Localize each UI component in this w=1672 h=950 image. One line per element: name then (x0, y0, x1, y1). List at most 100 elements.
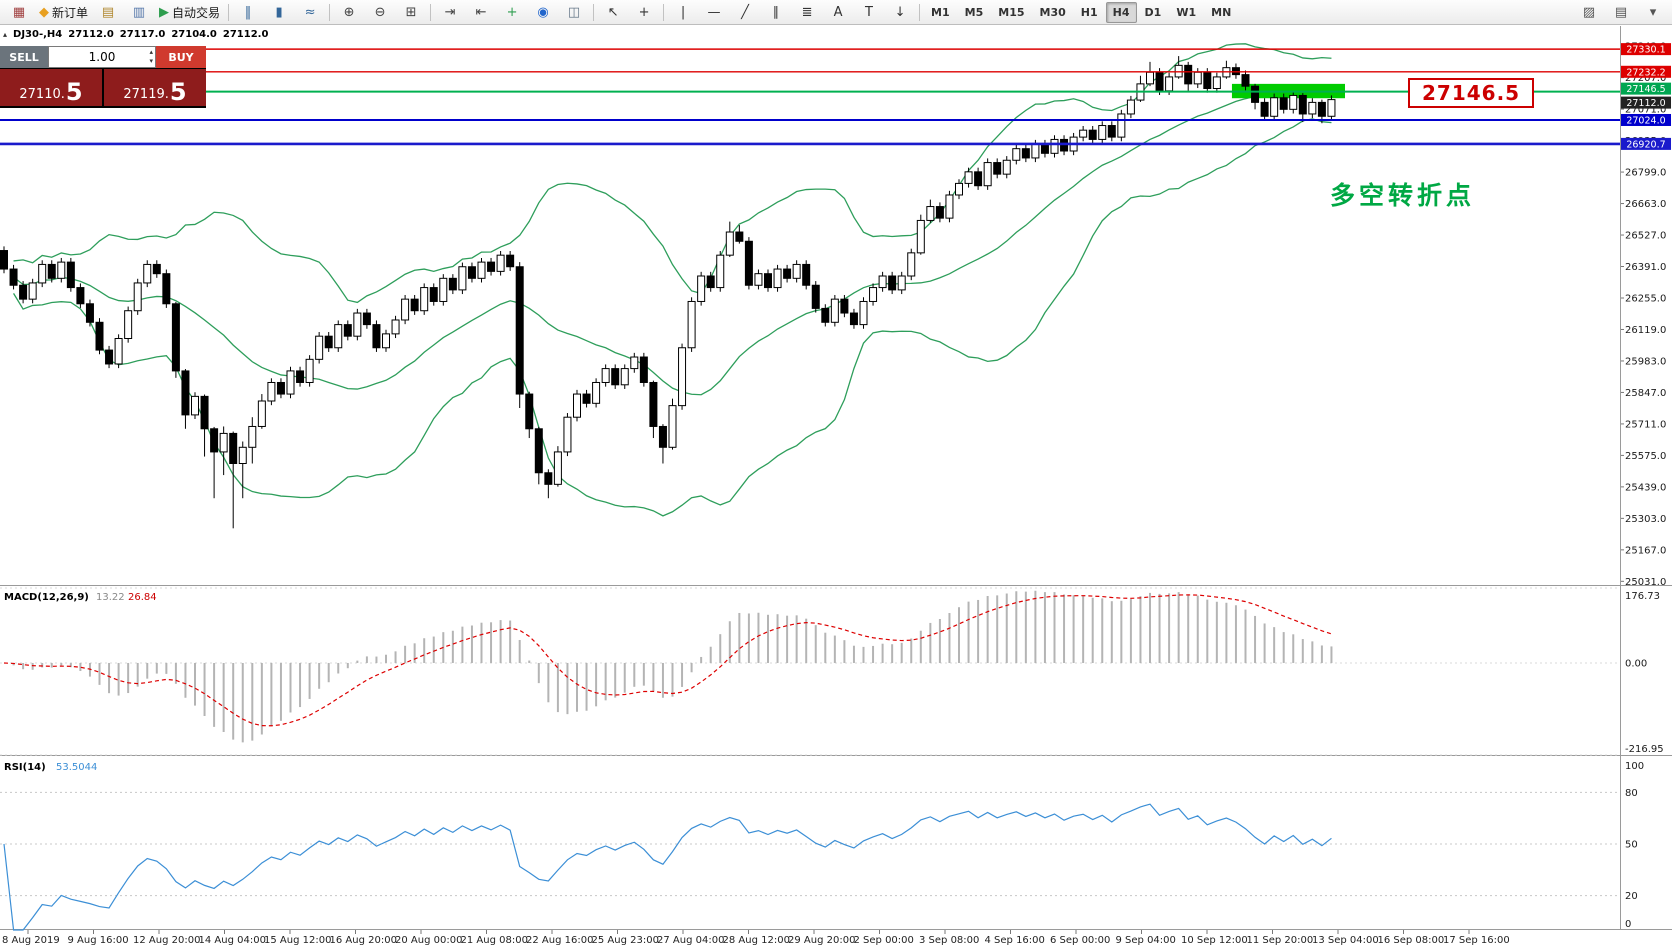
svg-text:17 Sep 16:00: 17 Sep 16:00 (1443, 935, 1510, 946)
price-tag-27112.0 (1621, 96, 1671, 109)
volume-steppers[interactable]: ▴ ▾ (149, 48, 153, 66)
vertical-line-button[interactable]: | (668, 1, 698, 24)
cursor-button[interactable]: ↖ (598, 1, 628, 24)
svg-text:0: 0 (1625, 919, 1631, 930)
add-indicator-icon: + (506, 4, 518, 20)
zoom-in-button[interactable]: ⊕ (334, 1, 364, 24)
symbols-globe-button[interactable]: ◉ (528, 1, 558, 24)
volume-input[interactable]: 1.00 ▴ ▾ (48, 46, 156, 68)
timeframe-h1-button[interactable]: H1 (1080, 5, 1098, 19)
price-tag-26920.7 (1621, 137, 1671, 150)
chart-image-button[interactable]: ◫ (559, 1, 589, 24)
timeframe-mn-button[interactable]: MN (1211, 5, 1232, 19)
svg-text:8 Aug 2019: 8 Aug 2019 (2, 935, 60, 946)
layers-button[interactable]: ▤ (1606, 1, 1636, 24)
volume-down-arrow[interactable]: ▾ (149, 57, 153, 65)
svg-text:25983.0: 25983.0 (1625, 356, 1666, 367)
price-chart[interactable]: 27343.027207.027071.026935.026799.026663… (0, 26, 1672, 950)
buy-button[interactable]: BUY (156, 46, 206, 68)
algo-trading-button[interactable]: ▶ 自动交易 (155, 1, 224, 24)
scroll-to-end-button[interactable]: ⇥ (435, 1, 465, 24)
svg-text:25847.0: 25847.0 (1625, 388, 1666, 399)
svg-text:27207.0: 27207.0 (1625, 73, 1666, 84)
svg-text:26663.0: 26663.0 (1625, 199, 1666, 210)
one-click-trading-panel: SELL 1.00 ▴ ▾ BUY 27110. 5 27119. 5 (0, 46, 206, 108)
data-folder-button[interactable]: ▥ (124, 1, 154, 24)
svg-text:27071.0: 27071.0 (1625, 105, 1666, 116)
new-order-button[interactable]: ◆ 新订单 (35, 1, 92, 24)
svg-text:16 Aug 20:00: 16 Aug 20:00 (330, 935, 397, 946)
chart-candles-button[interactable]: ▮ (264, 1, 294, 24)
crosshair-button[interactable]: + (629, 1, 659, 24)
horizontal-line-button[interactable]: — (699, 1, 729, 24)
toolbar-separator (919, 3, 921, 21)
chart-image-icon: ◫ (567, 4, 581, 20)
timeframe-m30-button[interactable]: M30 (1039, 5, 1066, 19)
volume-value: 1.00 (88, 50, 116, 64)
svg-text:25711.0: 25711.0 (1625, 419, 1666, 430)
svg-text:26799.0: 26799.0 (1625, 168, 1666, 179)
ohlc-close: 27112.0 (222, 29, 269, 40)
macd-main-value: 13.22 (96, 592, 125, 603)
price-callout-label[interactable]: 27146.5 (1408, 78, 1535, 108)
main-chart-panel[interactable] (0, 43, 1620, 529)
scroll-to-end-icon: ⇥ (444, 4, 456, 20)
new-order-icon: ◆ (39, 4, 49, 20)
text-button[interactable]: A (823, 1, 853, 24)
price-tag-27146.5 (1621, 82, 1671, 95)
svg-text:13 Sep 04:00: 13 Sep 04:00 (1312, 935, 1379, 946)
new-chart-icon: ▦ (12, 4, 26, 20)
tile-windows-icon: ⊞ (405, 4, 417, 20)
svg-text:26119.0: 26119.0 (1625, 325, 1666, 336)
fibonacci-button[interactable]: ≣ (792, 1, 822, 24)
text-icon: A (833, 4, 843, 20)
svg-text:-216.95: -216.95 (1625, 744, 1664, 755)
arrows-button[interactable]: ↓ (885, 1, 915, 24)
volume-up-arrow[interactable]: ▴ (149, 48, 153, 56)
sell-button[interactable]: SELL (0, 46, 48, 68)
chart-bars-button[interactable]: ‖ (233, 1, 263, 24)
timeframe-h4-button[interactable]: H4 (1105, 1, 1137, 23)
label-button[interactable]: T (854, 1, 884, 24)
price-tag-27330.1 (1621, 43, 1671, 56)
chart-line-button[interactable]: ≈ (295, 1, 325, 24)
svg-text:176.73: 176.73 (1625, 591, 1660, 602)
palette-button[interactable]: ▨ (1574, 1, 1604, 24)
timeframe-w1-button[interactable]: W1 (1176, 5, 1197, 19)
macd-panel[interactable] (3, 590, 1333, 743)
svg-text:25031.0: 25031.0 (1625, 577, 1666, 588)
new-order-label: 新订单 (52, 5, 89, 20)
svg-text:6 Sep 00:00: 6 Sep 00:00 (1050, 935, 1110, 946)
svg-text:29 Aug 20:00: 29 Aug 20:00 (788, 935, 855, 946)
more-button[interactable]: ▾ (1638, 1, 1668, 24)
buy-price-big-digit: 5 (169, 78, 187, 106)
chart-area: 27343.027207.027071.026935.026799.026663… (0, 26, 1672, 950)
buy-price-display[interactable]: 27119. 5 (104, 69, 206, 106)
cursor-icon: ↖ (607, 4, 619, 20)
svg-text:26255.0: 26255.0 (1625, 293, 1666, 304)
tile-windows-button[interactable]: ⊞ (396, 1, 426, 24)
svg-text:10 Sep 12:00: 10 Sep 12:00 (1181, 935, 1248, 946)
profiles-button[interactable]: ▤ (93, 1, 123, 24)
bollinger-upper-band (13, 43, 1332, 304)
svg-text:20: 20 (1625, 891, 1638, 902)
channel-button[interactable]: ∥ (761, 1, 791, 24)
svg-text:12 Aug 20:00: 12 Aug 20:00 (133, 935, 200, 946)
trendline-button[interactable]: ╱ (730, 1, 760, 24)
timeframe-d1-button[interactable]: D1 (1144, 5, 1162, 19)
new-chart-button[interactable]: ▦ (4, 1, 34, 24)
chart-collapse-arrow[interactable]: ▴ (3, 30, 8, 39)
timeframe-m1-button[interactable]: M1 (931, 5, 950, 19)
svg-text:25167.0: 25167.0 (1625, 545, 1666, 556)
svg-text:22 Aug 16:00: 22 Aug 16:00 (526, 935, 593, 946)
layers-icon: ▤ (1614, 4, 1628, 20)
zoom-out-button[interactable]: ⊖ (365, 1, 395, 24)
auto-scroll-button[interactable]: ⇤ (466, 1, 496, 24)
timeframe-m5-button[interactable]: M5 (964, 5, 984, 19)
timeframe-m15-button[interactable]: M15 (998, 5, 1025, 19)
annotation-text[interactable]: 多空转折点 (1330, 181, 1476, 210)
svg-text:25303.0: 25303.0 (1625, 514, 1666, 525)
sell-price-display[interactable]: 27110. 5 (0, 69, 102, 106)
add-indicator-button[interactable]: + (497, 1, 527, 24)
